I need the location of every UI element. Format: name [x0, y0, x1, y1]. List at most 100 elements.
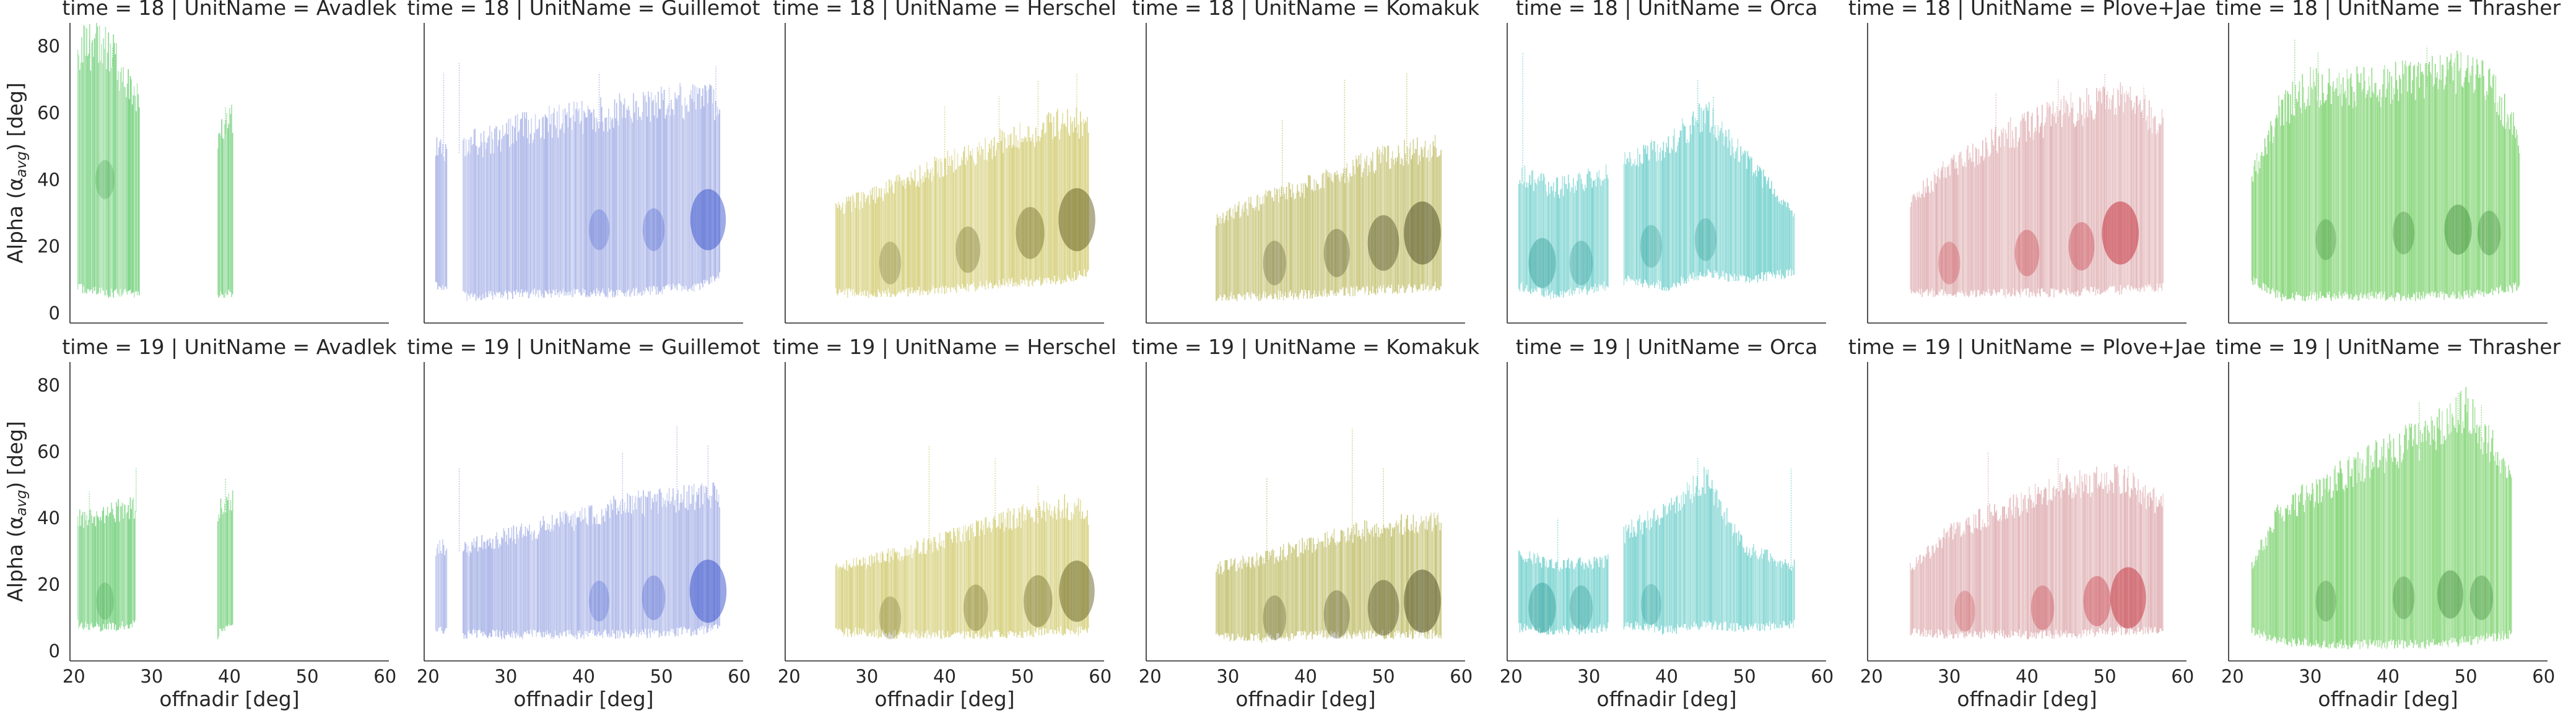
facet-panel-6: time = 18 | UnitName = Plove+Jae — [1848, 0, 2206, 324]
x-axis-label: offnadir [deg] — [1957, 687, 2097, 711]
facet-title: time = 18 | UnitName = Herschel — [773, 0, 1116, 20]
facet-title: time = 19 | UnitName = Herschel — [773, 335, 1116, 359]
density-core — [2392, 576, 2415, 619]
density-core — [96, 582, 114, 620]
y-tick-label: 20 — [37, 236, 60, 257]
x-tick-label: 30 — [855, 666, 878, 687]
density-core — [589, 580, 610, 622]
y-tick-label: 80 — [37, 375, 60, 396]
scatter-points — [435, 425, 727, 640]
density-core — [2444, 204, 2472, 255]
density-core — [1694, 218, 1717, 261]
x-tick-label: 30 — [1577, 666, 1600, 687]
scatter-points — [2251, 39, 2520, 301]
density-core — [589, 209, 610, 251]
facet-title: time = 19 | UnitName = Komakuk — [1132, 335, 1480, 359]
density-core — [1263, 241, 1287, 285]
x-tick-label: 30 — [2299, 666, 2321, 687]
x-tick-label: 40 — [572, 666, 595, 687]
facet-panel-1: time = 18 | UnitName = Avadlek 0 20 40 60 80 A… — [3, 0, 398, 324]
density-core — [1059, 560, 1095, 622]
density-core — [1569, 241, 1593, 285]
x-tick-label: 50 — [2455, 666, 2478, 687]
facet-panel-2: time = 18 | UnitName = Guillemot — [407, 0, 760, 324]
scatter-points — [835, 445, 1095, 640]
scatter-points — [1216, 72, 1442, 301]
facet-panel-14: time = 19 | UnitName = Thrasher 20 30 40 50 6… — [2216, 335, 2561, 711]
density-core — [2315, 580, 2336, 622]
x-tick-label: 60 — [2171, 666, 2194, 687]
facet-panel-3: time = 18 | UnitName = Herschel — [773, 0, 1116, 324]
density-core — [2102, 201, 2139, 265]
scatter-points — [1910, 72, 2164, 298]
facet-title: time = 18 | UnitName = Orca — [1516, 0, 1818, 20]
density-core — [1323, 590, 1350, 639]
density-core — [2110, 567, 2146, 629]
facet-title: time = 18 | UnitName = Avadlek — [62, 0, 397, 20]
x-tick-label: 20 — [778, 666, 801, 687]
y-tick-label: 40 — [37, 507, 60, 528]
x-tick-label: 50 — [296, 666, 319, 687]
facet-title: time = 18 | UnitName = Komakuk — [1132, 0, 1480, 20]
density-core — [1528, 238, 1556, 288]
x-axis-label: offnadir [deg] — [2318, 687, 2458, 711]
facet-panel-9: time = 19 | UnitName = Guillemot 20 30 40 50… — [407, 335, 760, 711]
density-core — [2030, 585, 2055, 631]
density-core — [2477, 210, 2501, 256]
density-core — [690, 189, 726, 251]
density-core — [879, 596, 902, 639]
facet-title: time = 19 | UnitName = Avadlek — [62, 335, 397, 359]
x-tick-label: 60 — [1450, 666, 1473, 687]
y-axis-label: Alpha (αavg) [deg] — [3, 82, 30, 264]
density-core — [2469, 576, 2494, 621]
density-core — [2014, 230, 2040, 277]
y-tick-label: 40 — [37, 169, 60, 190]
x-axis-label: offnadir [deg] — [513, 687, 653, 711]
density-core — [879, 241, 902, 285]
facet-title: time = 19 | UnitName = Thrasher — [2216, 335, 2561, 359]
facet-panel-7: time = 18 | UnitName = Thrasher — [2216, 0, 2561, 324]
facet-panel-13: time = 19 | UnitName = Plove+Jae 20 30 40 50… — [1848, 335, 2206, 711]
x-tick-label: 50 — [1011, 666, 1034, 687]
scatter-points — [2251, 387, 2512, 650]
facet-title: time = 18 | UnitName = Thrasher — [2216, 0, 2561, 20]
facet-panel-10: time = 19 | UnitName = Herschel 20 30 40 50 6… — [773, 335, 1116, 711]
y-tick-label: 0 — [49, 303, 60, 324]
x-tick-label: 20 — [1139, 666, 1162, 687]
y-tick-label: 60 — [37, 441, 60, 462]
density-core — [1367, 580, 1399, 636]
x-tick-label: 40 — [2377, 666, 2400, 687]
x-tick-label: 30 — [140, 666, 163, 687]
x-tick-label: 20 — [1500, 666, 1523, 687]
density-core — [2392, 212, 2415, 254]
x-tick-label: 60 — [1811, 666, 1834, 687]
facet-title: time = 19 | UnitName = Plove+Jae — [1848, 335, 2206, 359]
density-core — [1323, 228, 1350, 277]
facet-panel-12: time = 19 | UnitName = Orca 20 30 40 50 60 off… — [1500, 335, 1834, 711]
density-core — [1404, 569, 1441, 633]
x-tick-label: 20 — [63, 666, 85, 687]
density-core — [2083, 576, 2111, 626]
facet-title: time = 18 | UnitName = Guillemot — [407, 0, 760, 20]
facet-title: time = 19 | UnitName = Orca — [1516, 335, 1818, 359]
density-core — [1404, 201, 1441, 265]
density-core — [1528, 582, 1556, 633]
x-tick-label: 60 — [373, 666, 396, 687]
x-tick-label: 20 — [1860, 666, 1883, 687]
density-core — [1954, 590, 1975, 632]
facet-title: time = 18 | UnitName = Plove+Jae — [1848, 0, 2206, 20]
density-core — [1640, 584, 1661, 625]
density-core — [955, 226, 981, 273]
scatter-points — [1518, 458, 1795, 636]
x-axis-label: offnadir [deg] — [1596, 687, 1736, 711]
x-tick-label: 60 — [728, 666, 751, 687]
facet-panel-5: time = 18 | UnitName = Orca — [1507, 0, 1826, 324]
density-core — [963, 584, 988, 631]
x-tick-label: 40 — [933, 666, 956, 687]
scatter-points — [77, 468, 233, 639]
density-core — [1058, 188, 1095, 251]
x-axis-label: offnadir [deg] — [1235, 687, 1375, 711]
x-tick-label: 60 — [1089, 666, 1112, 687]
